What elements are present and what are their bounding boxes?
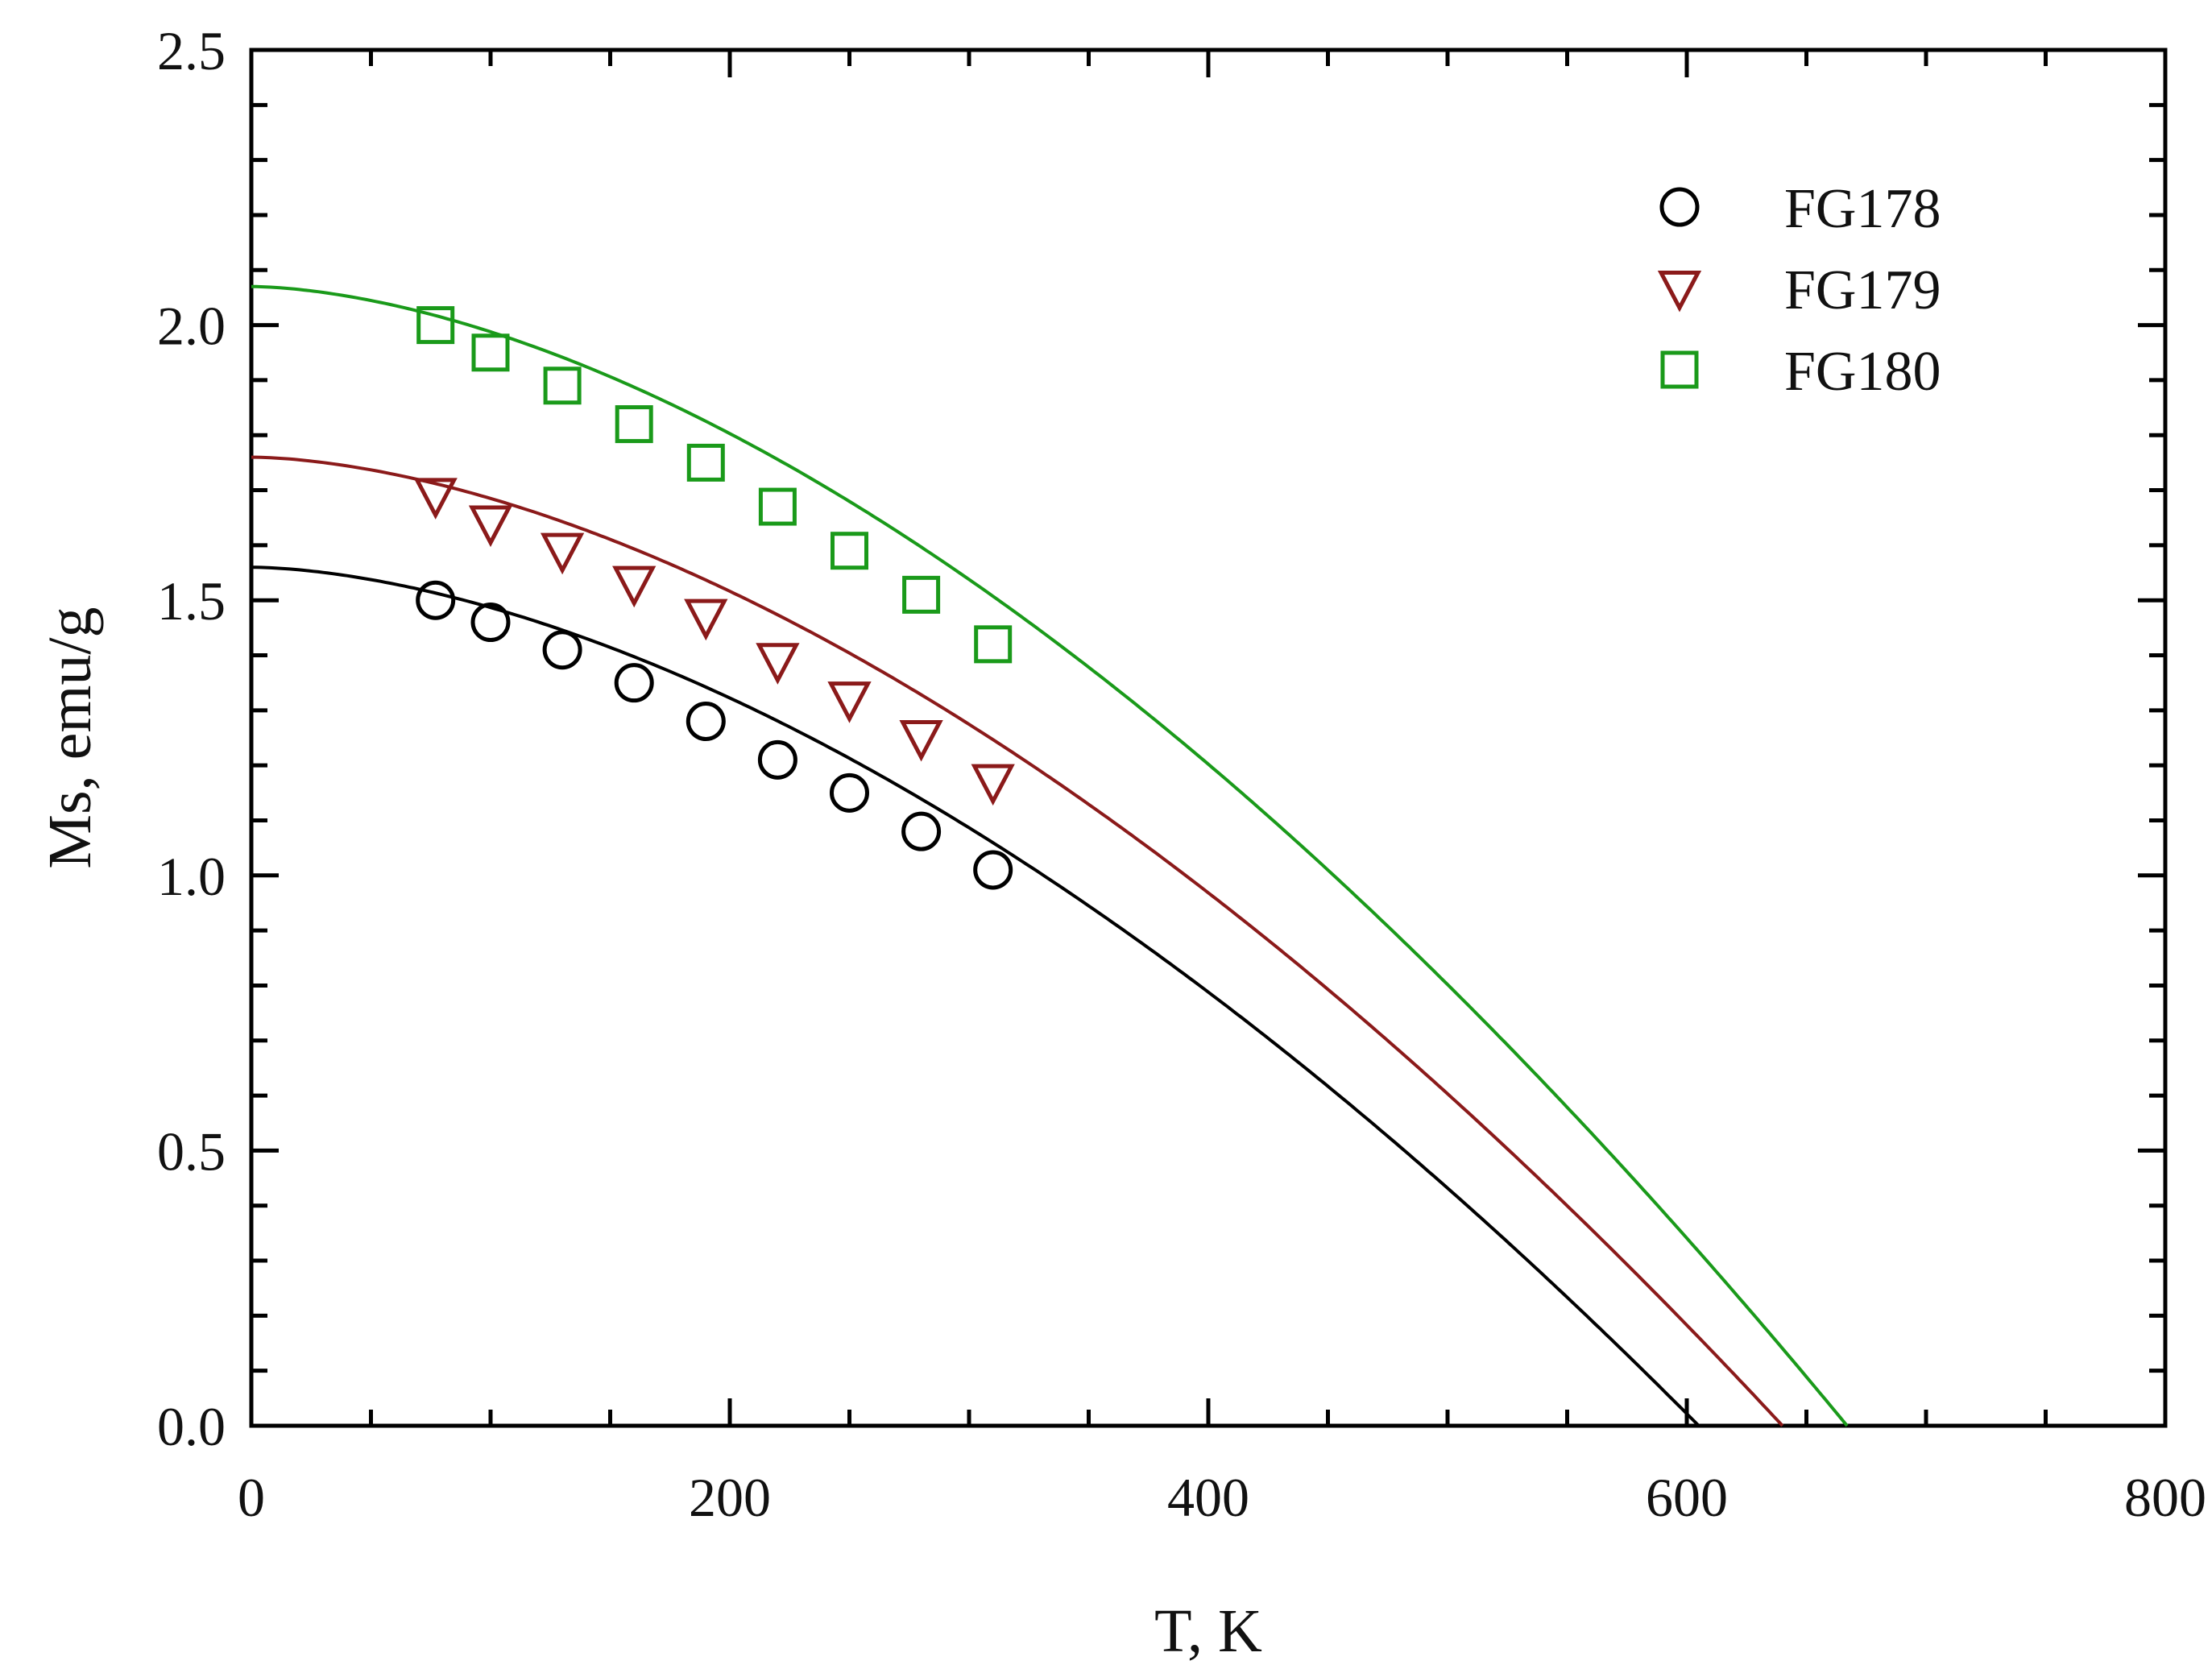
legend-label-fg178: FG178	[1784, 178, 1941, 240]
legend-marker-fg180	[1660, 350, 1699, 389]
series-fg179	[251, 455, 1784, 1427]
data-point-fg178	[973, 850, 1013, 890]
data-point-fg180	[831, 532, 868, 570]
data-point-fg179	[756, 643, 800, 685]
data-point-fg180	[974, 625, 1013, 664]
x-tick-label: 600	[1646, 1467, 1728, 1528]
legend-label-fg180: FG180	[1784, 341, 1941, 403]
legend-marker-fg179	[1657, 270, 1702, 313]
data-point-fg178	[614, 663, 654, 703]
data-point-fg178	[416, 580, 456, 620]
data-point-fg179	[827, 681, 872, 723]
data-point-fg178	[901, 811, 942, 851]
fit-curve-fg179	[251, 455, 1784, 1427]
fit-curve-fg180	[251, 284, 1849, 1427]
data-point-fg179	[612, 565, 657, 608]
tick-marks	[249, 48, 2168, 1428]
x-tick-label: 400	[1167, 1467, 1249, 1528]
y-axis-title: Ms, emu/g	[36, 607, 104, 868]
fit-curve-fg178	[251, 565, 1700, 1427]
data-point-fg178	[470, 603, 511, 643]
y-tick-label: 0.0	[157, 1396, 226, 1457]
plot-frame	[249, 48, 2168, 1428]
legend-label-fg179: FG179	[1784, 259, 1941, 321]
data-point-fg179	[684, 598, 728, 641]
x-tick-label: 200	[689, 1467, 771, 1528]
data-point-fg180	[543, 367, 582, 405]
data-point-fg178	[757, 739, 797, 780]
data-point-fg178	[830, 772, 869, 813]
data-point-fg180	[758, 487, 797, 526]
data-point-fg179	[899, 719, 943, 762]
data-point-fg178	[686, 702, 726, 742]
data-point-fg180	[615, 405, 653, 444]
y-tick-label: 2.5	[157, 20, 226, 81]
series-fg178	[251, 565, 1700, 1427]
x-tick-label: 800	[2124, 1467, 2206, 1528]
data-point-fg179	[413, 478, 458, 520]
data-point-fg180	[471, 333, 510, 372]
y-tick-label: 1.0	[157, 846, 226, 907]
data-point-fg180	[686, 443, 725, 482]
plot-area: 0 200 400 600 800 0.0 0.5 1.0 1.5 2.0 2.5 T, K Ms, e…	[36, 20, 2206, 1665]
data-point-fg179	[468, 505, 513, 548]
x-axis-title: T, K	[1154, 1597, 1262, 1665]
y-tick-label: 1.5	[157, 570, 226, 632]
y-tick-label: 0.5	[157, 1120, 226, 1182]
data-point-fg178	[542, 630, 582, 670]
data-point-fg179	[540, 532, 585, 575]
data-point-fg180	[902, 575, 941, 614]
legend: FG178 FG179 FG180	[1657, 178, 1941, 403]
series-fg180	[251, 284, 1849, 1427]
legend-marker-fg178	[1659, 187, 1700, 227]
x-tick-label: 0	[238, 1467, 265, 1528]
data-point-fg180	[416, 306, 455, 345]
data-point-fg179	[971, 764, 1015, 806]
y-tick-label: 2.0	[157, 296, 226, 357]
